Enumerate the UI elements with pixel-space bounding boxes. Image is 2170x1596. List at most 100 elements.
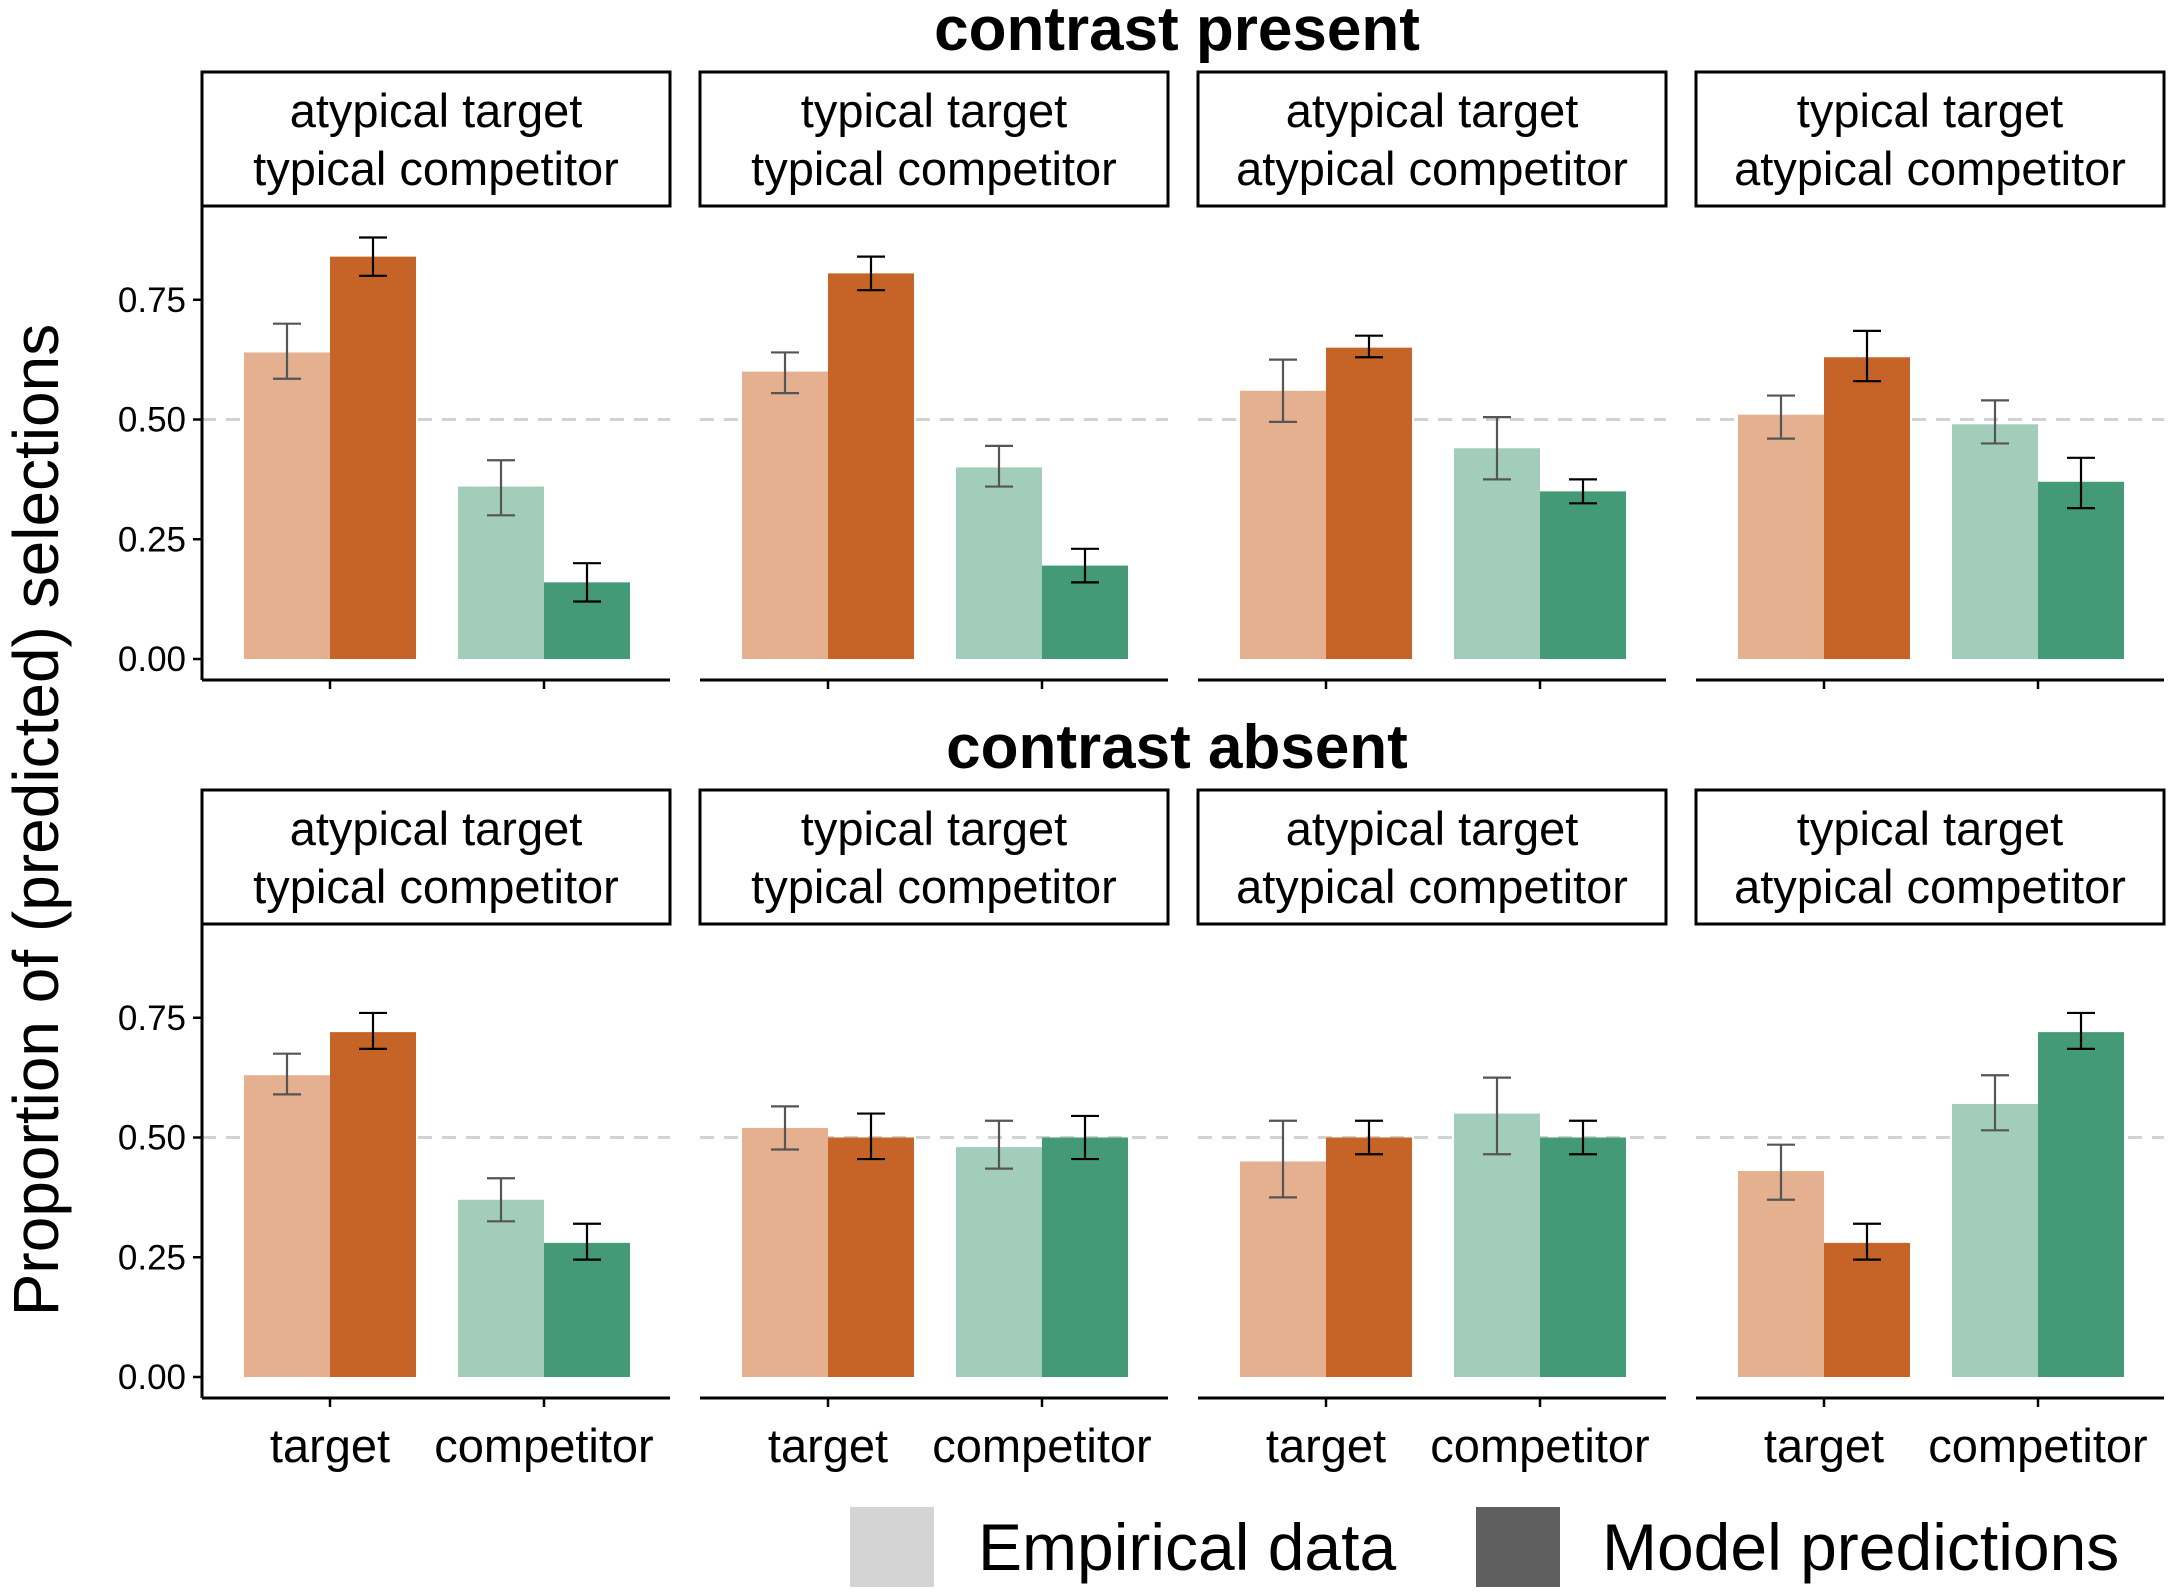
bar-competitor-empirical bbox=[956, 1147, 1042, 1377]
bar-competitor-empirical bbox=[458, 1199, 544, 1377]
facet-strip bbox=[698, 788, 1170, 926]
error-bar-target-empirical bbox=[1269, 1119, 1297, 1199]
error-bar-competitor-empirical bbox=[487, 1177, 515, 1223]
error-bar-target-model bbox=[359, 236, 387, 277]
facet-strip bbox=[1694, 788, 2166, 926]
error-bar-target-empirical bbox=[771, 1105, 799, 1151]
bar-target-model bbox=[330, 256, 416, 659]
bar-target-model bbox=[828, 273, 914, 659]
error-bar-competitor-empirical bbox=[487, 459, 515, 517]
facet-strip bbox=[1196, 70, 1668, 208]
bar-competitor-model bbox=[544, 1242, 630, 1377]
bar-target-model bbox=[1824, 357, 1910, 659]
bar-target-empirical bbox=[742, 371, 828, 659]
x-tick-label: target bbox=[1266, 1419, 1386, 1472]
error-bar-competitor-model bbox=[1569, 1119, 1597, 1156]
error-bar-target-empirical bbox=[771, 351, 799, 395]
error-bar-target-model bbox=[857, 1112, 885, 1161]
bar-competitor-model bbox=[2038, 481, 2124, 659]
y-tick-label: 0.75 bbox=[118, 281, 186, 320]
facet-strip bbox=[200, 70, 672, 208]
error-bar-competitor-model bbox=[573, 1222, 601, 1261]
section-title: contrast present bbox=[934, 0, 1420, 64]
error-bar-target-empirical bbox=[273, 1052, 301, 1096]
error-bar-competitor-empirical bbox=[1483, 1076, 1511, 1156]
facet-strip-line-2: typical competitor bbox=[253, 860, 619, 913]
error-bar-target-empirical bbox=[1767, 394, 1795, 440]
legend-key-model bbox=[1476, 1507, 1560, 1587]
facet-strip-line-2: typical competitor bbox=[253, 142, 619, 195]
error-bar-competitor-model bbox=[1071, 547, 1099, 584]
legend: Empirical data Model predictions bbox=[850, 1507, 2119, 1587]
error-bar-target-model bbox=[1355, 1119, 1383, 1156]
bar-target-empirical bbox=[1738, 1171, 1824, 1377]
y-tick-label: 0.00 bbox=[118, 1358, 186, 1397]
error-bar-target-model bbox=[1853, 329, 1881, 383]
error-bar-target-empirical bbox=[1269, 358, 1297, 423]
facet-strip-line-2: atypical competitor bbox=[1734, 860, 2126, 913]
y-axis: 0.00 0.25 0.50 0.75 bbox=[118, 281, 202, 679]
facet-strip-line-2: atypical competitor bbox=[1734, 142, 2126, 195]
error-bar-target-model bbox=[1355, 334, 1383, 359]
facet-strip bbox=[1196, 788, 1668, 926]
y-tick-label: 0.50 bbox=[118, 1119, 186, 1158]
bar-competitor-empirical bbox=[956, 467, 1042, 659]
facet-strip-line-1: atypical target bbox=[290, 802, 583, 855]
error-bar-competitor-model bbox=[2067, 1011, 2095, 1050]
x-tick-label: target bbox=[1764, 1419, 1884, 1472]
bar-target-empirical bbox=[1738, 414, 1824, 659]
x-tick-label: target bbox=[270, 1419, 390, 1472]
legend-label-model: Model predictions bbox=[1602, 1510, 2119, 1584]
bar-competitor-empirical bbox=[1454, 1113, 1540, 1377]
facet-strip-line-1: typical target bbox=[1797, 84, 2063, 137]
error-bar-competitor-model bbox=[573, 562, 601, 603]
bar-target-model bbox=[1326, 1137, 1412, 1377]
error-bar-competitor-empirical bbox=[1483, 416, 1511, 481]
error-bar-target-model bbox=[359, 1011, 387, 1050]
bar-target-model bbox=[828, 1137, 914, 1377]
error-bar-competitor-empirical bbox=[985, 444, 1013, 488]
section-1: contrast absent 0.00 0.25 0.50 0.75 atypical … bbox=[118, 713, 2166, 1472]
bar-target-model bbox=[330, 1032, 416, 1377]
facet-strip-line-1: atypical target bbox=[1286, 802, 1579, 855]
x-tick-label: competitor bbox=[434, 1419, 653, 1472]
legend-key-empirical bbox=[850, 1507, 934, 1587]
bar-target-model bbox=[1326, 347, 1412, 659]
y-tick-label: 0.25 bbox=[118, 1238, 186, 1277]
error-bar-competitor-model bbox=[1071, 1114, 1099, 1161]
bar-competitor-empirical bbox=[1952, 424, 2038, 659]
bar-target-empirical bbox=[1240, 390, 1326, 659]
y-axis-title: Proportion of (predicted) selections bbox=[0, 324, 72, 1317]
error-bar-competitor-empirical bbox=[1981, 399, 2009, 445]
error-bar-competitor-empirical bbox=[1981, 1074, 2009, 1132]
chart-sections: contrast present 0.00 0.25 0.50 0.75 atypical… bbox=[118, 0, 2166, 1472]
bar-competitor-model bbox=[1540, 491, 1626, 659]
error-bar-competitor-empirical bbox=[985, 1119, 1013, 1170]
error-bar-competitor-model bbox=[1569, 478, 1597, 505]
facet-strip bbox=[200, 788, 672, 926]
facet-strip-line-2: typical competitor bbox=[751, 142, 1117, 195]
bar-competitor-empirical bbox=[1952, 1103, 2038, 1377]
section-title: contrast absent bbox=[946, 713, 1408, 782]
error-bar-target-model bbox=[857, 255, 885, 292]
facet-strip-line-1: atypical target bbox=[290, 84, 583, 137]
x-tick-label: target bbox=[768, 1419, 888, 1472]
facet-strip-line-1: typical target bbox=[1797, 802, 2063, 855]
error-bar-target-model bbox=[1853, 1222, 1881, 1261]
y-tick-label: 0.00 bbox=[118, 640, 186, 679]
bar-target-empirical bbox=[244, 352, 330, 659]
bar-target-empirical bbox=[742, 1127, 828, 1377]
error-bar-target-empirical bbox=[273, 322, 301, 380]
error-bar-competitor-model bbox=[2067, 456, 2095, 510]
bar-competitor-model bbox=[1540, 1137, 1626, 1377]
legend-label-empirical: Empirical data bbox=[978, 1510, 1396, 1584]
bar-competitor-empirical bbox=[1454, 448, 1540, 659]
x-tick-label: competitor bbox=[932, 1419, 1151, 1472]
